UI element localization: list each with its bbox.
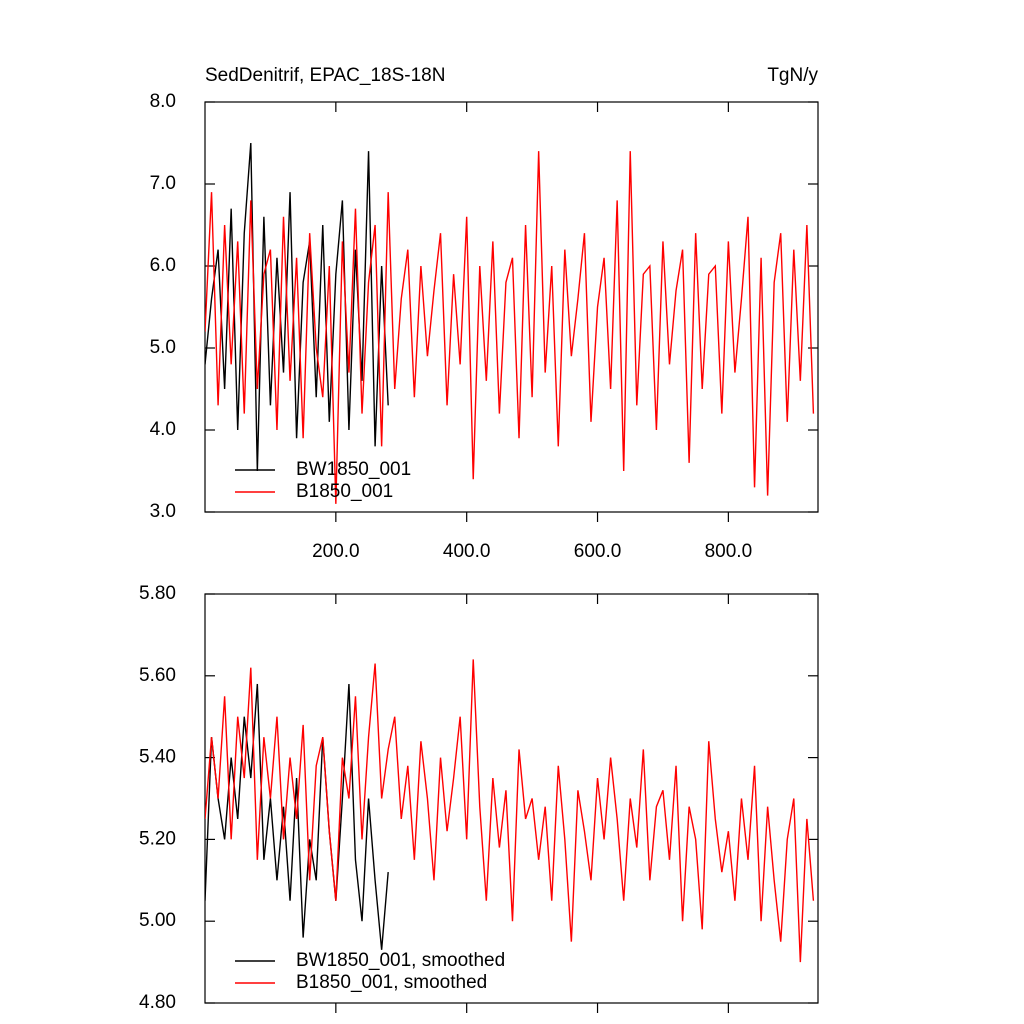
x-tick-label: 800.0 bbox=[705, 541, 753, 562]
y-tick-label: 7.0 bbox=[150, 173, 176, 194]
units-label: TgN/y bbox=[767, 65, 818, 86]
y-tick-label: 4.0 bbox=[150, 419, 176, 440]
y-tick-label: 5.80 bbox=[139, 583, 176, 604]
y-tick-label: 6.0 bbox=[150, 255, 176, 276]
legend-label: BW1850_001, smoothed bbox=[296, 950, 505, 971]
plot-frame bbox=[204, 101, 819, 513]
y-tick-label: 5.20 bbox=[139, 828, 176, 849]
data-line bbox=[205, 142, 389, 472]
x-tick-label: 600.0 bbox=[574, 541, 622, 562]
legend-label: B1850_001, smoothed bbox=[296, 972, 487, 993]
data-line bbox=[205, 659, 815, 963]
y-tick-label: 5.00 bbox=[139, 910, 176, 931]
y-tick-label: 8.0 bbox=[150, 91, 176, 112]
y-tick-label: 4.80 bbox=[139, 992, 176, 1013]
data-line bbox=[205, 151, 815, 504]
chart-title: SedDenitrif, EPAC_18S-18N bbox=[205, 65, 445, 86]
plot-frame bbox=[204, 593, 819, 1004]
y-tick-label: 3.0 bbox=[150, 501, 176, 522]
x-tick-label: 400.0 bbox=[443, 541, 491, 562]
data-line bbox=[205, 683, 389, 950]
x-tick-label: 200.0 bbox=[312, 541, 360, 562]
y-tick-label: 5.0 bbox=[150, 337, 176, 358]
y-tick-label: 5.60 bbox=[139, 665, 176, 686]
legend-label: BW1850_001 bbox=[296, 459, 411, 480]
y-tick-label: 5.40 bbox=[139, 747, 176, 768]
legend-label: B1850_001 bbox=[296, 481, 393, 502]
